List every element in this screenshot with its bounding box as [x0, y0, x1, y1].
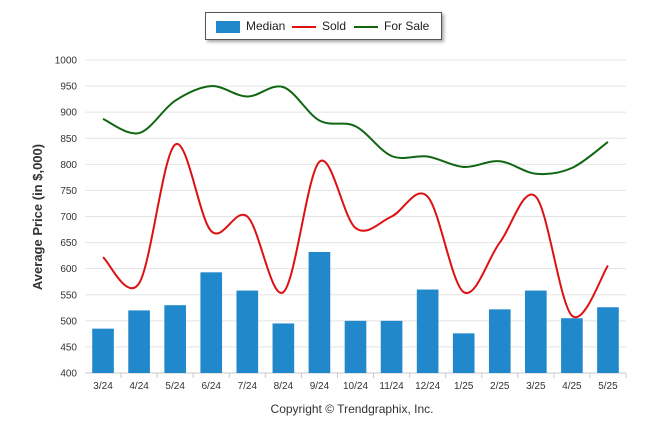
median-bar	[272, 323, 295, 373]
y-tick-label: 400	[60, 369, 77, 380]
x-tick-label: 12/24	[415, 381, 440, 392]
for-sale-line	[102, 85, 609, 176]
y-axis-ticks: 400 450 500 550 600 650 700 750 800 850 900 950 1000	[55, 56, 78, 380]
x-tick-label: 5/25	[598, 381, 618, 392]
y-tick-label: 900	[60, 108, 77, 119]
x-tick-label: 5/24	[165, 381, 185, 392]
legend-item-median: Median	[216, 19, 285, 33]
y-axis-label: Average Price (in $,000)	[30, 144, 45, 290]
x-tick-label: 4/25	[562, 381, 582, 392]
median-bar	[488, 309, 511, 373]
median-bar	[200, 272, 223, 373]
x-tick-label: 9/24	[310, 381, 330, 392]
legend-swatch-median	[216, 20, 240, 33]
x-axis-ticks: 3/24 4/24 5/24 6/24 7/24 8/24 9/24 10/24 11/24 12…	[93, 373, 627, 392]
legend-label-sold: Sold	[322, 19, 347, 33]
y-tick-label: 650	[60, 238, 77, 249]
legend-swatch-sold	[292, 25, 316, 28]
y-tick-label: 950	[60, 82, 77, 93]
median-bar	[561, 318, 583, 373]
x-tick-label: 10/24	[343, 381, 368, 392]
x-tick-label: 6/24	[201, 381, 221, 392]
y-tick-label: 500	[60, 316, 77, 327]
legend-item-for-sale: For Sale	[354, 19, 429, 33]
copyright-text: Copyright © Trendgraphix, Inc.	[271, 402, 434, 416]
x-tick-label: 8/24	[274, 381, 294, 392]
median-bar	[308, 251, 331, 373]
y-tick-label: 1000	[55, 56, 78, 67]
x-tick-label: 1/25	[454, 381, 474, 392]
median-bar	[236, 290, 259, 373]
median-bar	[344, 320, 367, 373]
legend-item-sold: Sold	[292, 19, 346, 33]
chart-legend: Median Sold For Sale	[205, 12, 442, 40]
median-bar	[164, 305, 186, 373]
median-bars	[92, 251, 619, 373]
legend-label-median: Median	[246, 19, 286, 33]
y-tick-label: 850	[60, 134, 77, 145]
y-tick-label: 800	[60, 160, 77, 171]
y-tick-label: 600	[60, 264, 77, 275]
x-tick-label: 3/25	[526, 381, 546, 392]
median-bar	[128, 310, 150, 373]
median-bar	[92, 328, 114, 373]
x-tick-label: 2/25	[490, 381, 510, 392]
median-bar	[380, 320, 403, 373]
median-bar	[416, 289, 439, 373]
x-tick-label: 4/24	[129, 381, 149, 392]
x-tick-label: 3/24	[93, 381, 113, 392]
y-tick-label: 450	[60, 342, 77, 353]
x-tick-label: 11/24	[379, 381, 404, 392]
series-lines	[102, 85, 609, 319]
legend-label-for-sale: For Sale	[384, 19, 430, 33]
y-tick-label: 550	[60, 290, 77, 301]
x-tick-label: 7/24	[238, 381, 258, 392]
median-bar	[597, 307, 619, 373]
legend-swatch-for-sale	[354, 25, 378, 28]
y-tick-label: 700	[60, 212, 77, 223]
y-tick-label: 750	[60, 186, 77, 197]
median-bar	[525, 290, 547, 373]
median-bar	[452, 333, 475, 373]
sold-line	[102, 143, 609, 319]
